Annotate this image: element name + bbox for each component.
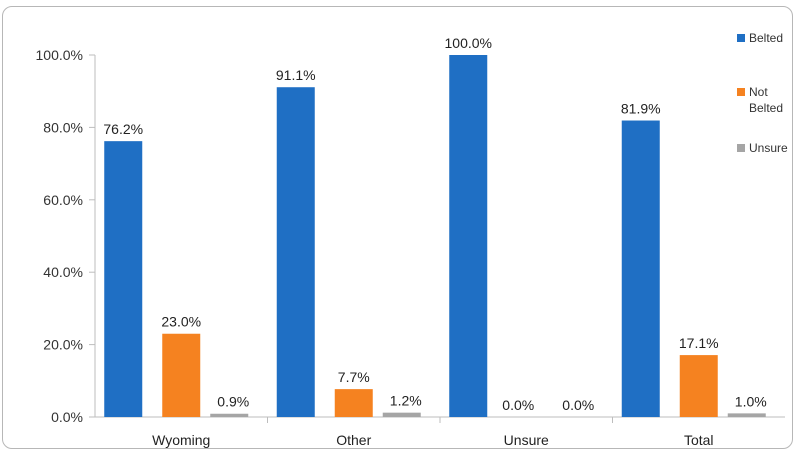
legend-swatch bbox=[737, 34, 745, 42]
bar-belted bbox=[621, 120, 660, 417]
data-label: 23.0% bbox=[161, 314, 201, 330]
category-label: Wyoming bbox=[152, 432, 210, 448]
category-labels: Wyoming Other Unsure Total bbox=[152, 417, 714, 448]
bar-belted bbox=[276, 87, 315, 417]
y-tick-label: 20.0% bbox=[43, 337, 83, 353]
legend-label: Not Belted bbox=[749, 85, 783, 115]
data-label: 81.9% bbox=[621, 101, 661, 117]
data-labels: 76.2% 23.0% 0.9% 91.1% 7.7% 1.2% 100.0% 0.0% 0.0… bbox=[103, 35, 766, 413]
data-label: 0.9% bbox=[217, 394, 249, 410]
bar-not-belted bbox=[162, 333, 201, 417]
bar-belted bbox=[449, 55, 488, 417]
y-tick-label: 80.0% bbox=[43, 119, 83, 135]
bars bbox=[104, 55, 766, 417]
bar-unsure bbox=[210, 413, 249, 417]
bar-unsure bbox=[727, 413, 766, 417]
legend-label: Belted bbox=[749, 31, 783, 45]
legend: Belted Not Belted Unsure bbox=[737, 31, 788, 155]
data-label: 0.0% bbox=[562, 397, 594, 413]
y-tick-label: 40.0% bbox=[43, 264, 83, 280]
category-label: Total bbox=[684, 432, 714, 448]
data-label: 76.2% bbox=[103, 121, 143, 137]
data-label: 0.0% bbox=[502, 397, 534, 413]
data-label: 100.0% bbox=[445, 35, 492, 51]
legend-swatch bbox=[737, 144, 745, 152]
data-label: 1.0% bbox=[735, 393, 767, 409]
y-tick-label: 100.0% bbox=[36, 47, 83, 63]
bar-not-belted bbox=[334, 389, 373, 417]
category-label: Other bbox=[336, 432, 371, 448]
data-label: 17.1% bbox=[679, 335, 719, 351]
y-tick-label: 0.0% bbox=[51, 409, 83, 425]
bar-not-belted bbox=[679, 355, 718, 417]
bar-belted bbox=[104, 141, 143, 417]
y-axis-ticks: 0.0% 20.0% 40.0% 60.0% 80.0% 100.0% bbox=[36, 47, 95, 425]
data-label: 1.2% bbox=[390, 393, 422, 409]
legend-swatch bbox=[737, 88, 745, 96]
legend-label: Unsure bbox=[749, 141, 788, 155]
data-label: 91.1% bbox=[276, 67, 316, 83]
bar-unsure bbox=[382, 412, 421, 417]
data-label: 7.7% bbox=[338, 369, 370, 385]
y-tick-label: 60.0% bbox=[43, 192, 83, 208]
category-label: Unsure bbox=[504, 432, 549, 448]
